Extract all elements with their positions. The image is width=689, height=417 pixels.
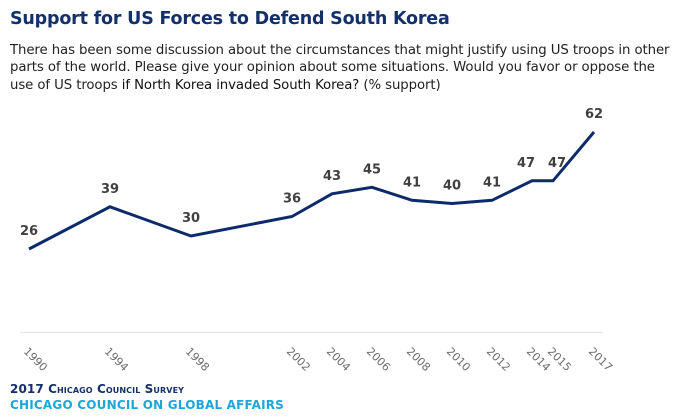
data-label: 30: [182, 211, 200, 226]
data-label: 47: [517, 156, 535, 171]
footer-survey: 2017 Chicago Council Survey: [10, 382, 185, 396]
chart-title: Support for US Forces to Defend South Ko…: [10, 9, 450, 29]
data-label: 39: [101, 182, 119, 197]
data-label: 41: [403, 175, 421, 190]
subtitle-unit: (% support): [359, 77, 441, 93]
x-tick-label: 2008: [404, 345, 433, 374]
data-label: 36: [283, 192, 301, 207]
series-line-support: [28, 131, 596, 251]
x-tick-label: 2010: [444, 345, 473, 374]
x-tick-label: 2017: [586, 345, 615, 374]
x-tick-label: 2002: [284, 345, 313, 374]
x-tick-label: 1990: [21, 345, 50, 374]
x-tick-label: 1998: [183, 345, 212, 374]
subtitle-question: if North Korea invaded South Korea?: [121, 77, 360, 93]
data-label: 47: [548, 156, 566, 171]
x-tick-label: 2006: [364, 345, 393, 374]
data-label: 40: [443, 179, 461, 194]
data-label: 62: [585, 107, 603, 122]
chart-subtitle: There has been some discussion about the…: [10, 42, 670, 94]
data-label: 41: [483, 175, 501, 190]
data-label: 26: [20, 224, 38, 239]
x-tick-label: 1994: [102, 345, 131, 374]
data-label: 43: [323, 169, 341, 184]
footer-org: CHICAGO COUNCIL ON GLOBAL AFFAIRS: [10, 398, 285, 412]
data-label: 45: [363, 162, 381, 177]
x-tick-label: 2012: [484, 345, 513, 374]
x-tick-label: 2015: [545, 345, 574, 374]
subtitle-text: There has been some discussion about the…: [10, 43, 670, 93]
x-tick-label: 2004: [324, 345, 353, 374]
